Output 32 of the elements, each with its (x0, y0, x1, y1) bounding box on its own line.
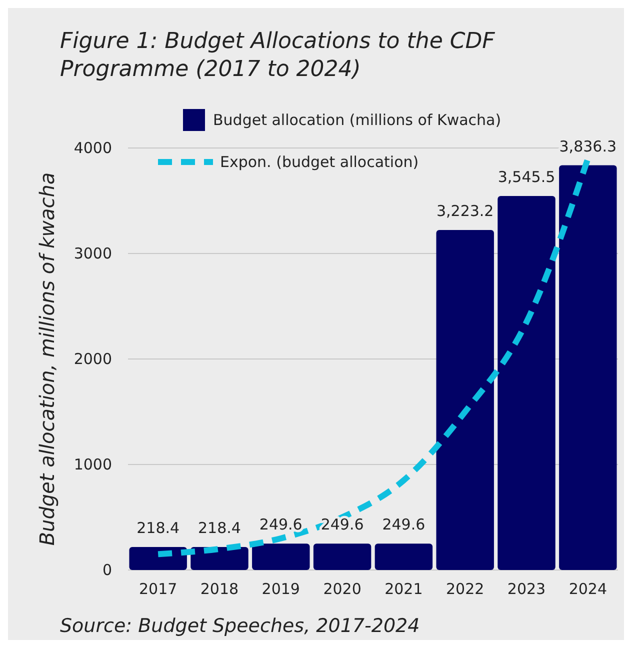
x-tick-label: 2019 (262, 580, 300, 598)
y-tick-label: 4000 (74, 139, 112, 157)
data-label: 3,545.5 (498, 168, 556, 186)
bar (559, 165, 617, 570)
data-label: 3,836.3 (559, 137, 617, 156)
x-tick-label: 2018 (200, 580, 239, 598)
bar (313, 544, 372, 570)
y-tick-label: 3000 (74, 244, 112, 262)
source-note: Source: Budget Speeches, 2017-2024 (60, 615, 420, 637)
y-axis-title: Budget allocation, millions of kwacha (35, 172, 59, 546)
x-tick-label: 2022 (446, 580, 484, 598)
data-label: 218.4 (198, 518, 241, 537)
data-label: 249.6 (259, 516, 302, 534)
y-tick-label: 2000 (74, 350, 112, 368)
x-tick-label: 2017 (138, 580, 178, 598)
y-tick-label: 0 (102, 561, 112, 579)
x-tick-label: 2024 (568, 580, 608, 598)
data-label: 249.6 (382, 516, 426, 534)
data-label: 3,223.2 (436, 202, 494, 220)
y-tick-label: 1000 (74, 456, 112, 474)
bar (252, 544, 310, 570)
legend-label: Expon. (budget allocation) (220, 153, 419, 171)
x-tick-label: 2021 (384, 580, 423, 598)
x-tick-label: 2023 (507, 580, 546, 598)
bar (498, 196, 556, 570)
chart-title: Figure 1: Budget Allocations to the CDF Programme (2017 to 2024) (60, 29, 496, 82)
data-label: 218.4 (136, 518, 180, 537)
bar (436, 230, 494, 570)
x-tick-label: 2020 (323, 580, 362, 598)
bar (374, 544, 433, 570)
bar (129, 546, 187, 570)
legend-label: Budget allocation (millions of Kwacha) (213, 111, 502, 129)
